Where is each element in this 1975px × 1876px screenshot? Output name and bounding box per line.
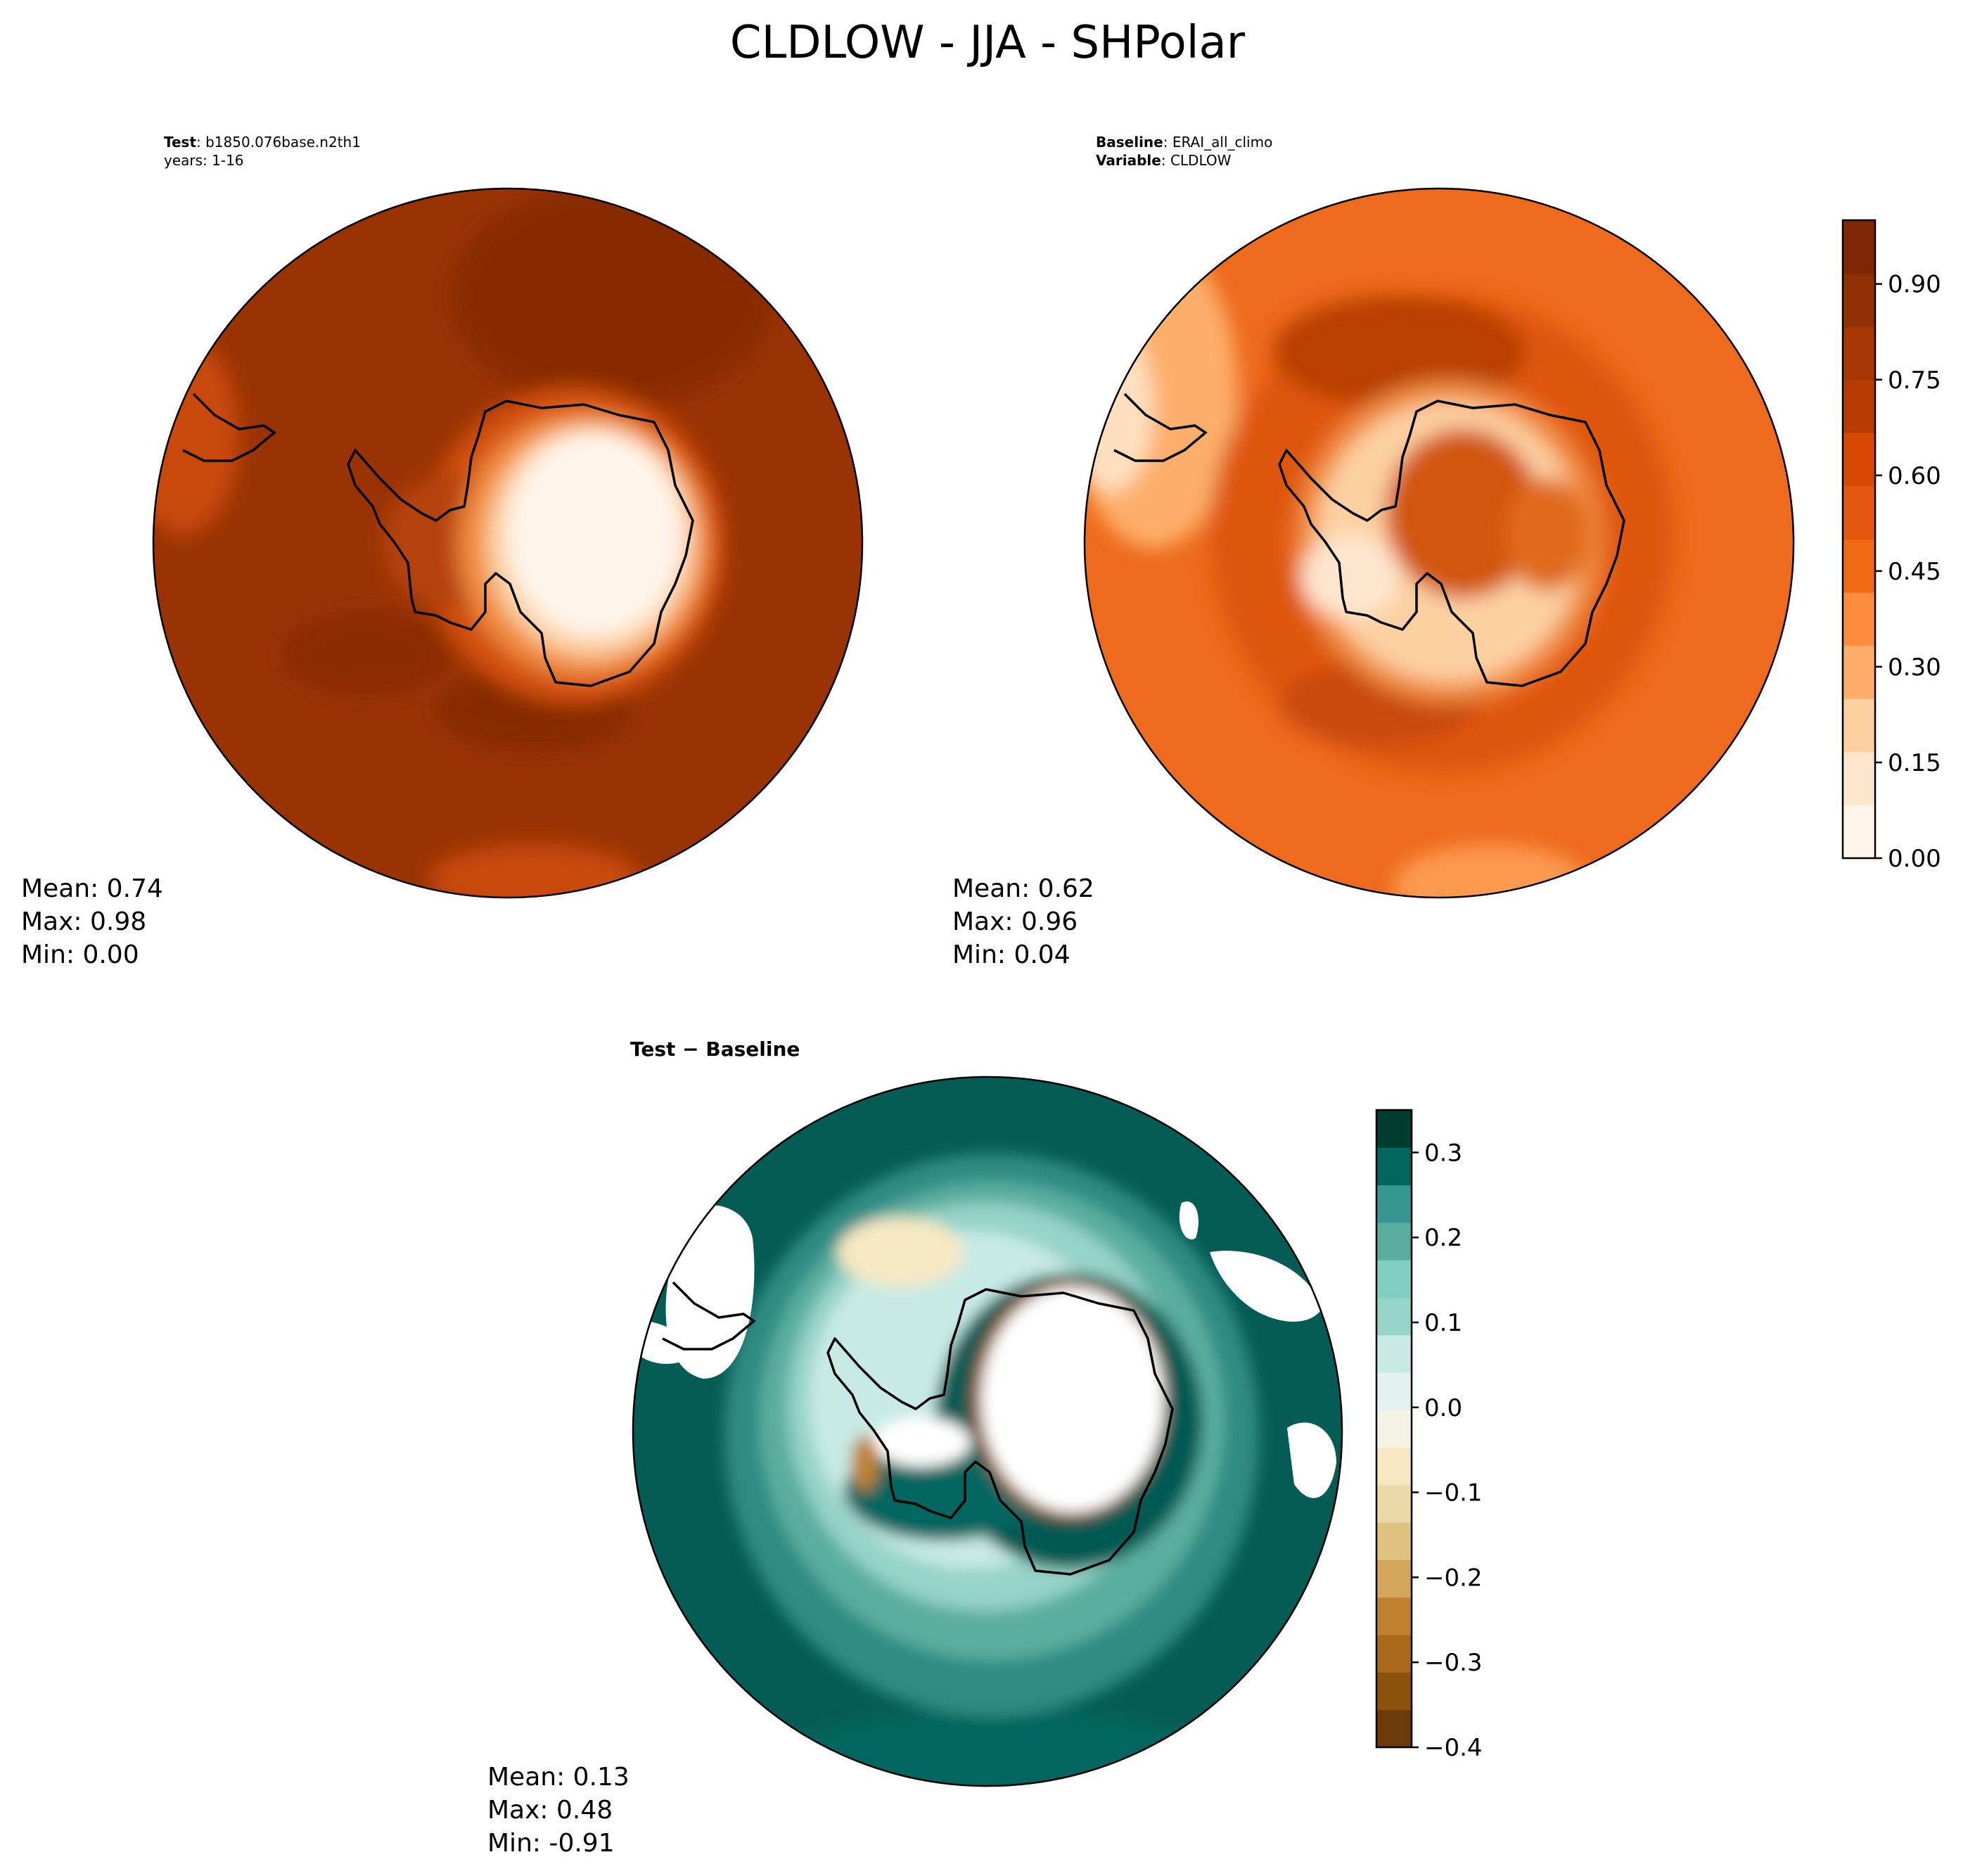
south-america-tip-diff <box>662 1281 756 1351</box>
test-min: Min: 0.00 <box>21 940 139 969</box>
diff-colorbar: 0.3 0.2 0.1 0.0 −0.1 −0.2 −0.3 −0.4 <box>1375 1109 1483 1762</box>
baseline-map-border <box>1083 187 1795 899</box>
test-mean: Mean: 0.74 <box>21 874 163 903</box>
diff-colorbar-tick-label: −0.1 <box>1424 1479 1483 1507</box>
diff-colorbar-segment <box>1376 1597 1412 1635</box>
test-map <box>153 189 862 898</box>
diff-colorbar-segment <box>1376 1110 1412 1148</box>
baseline-max: Max: 0.96 <box>952 907 1078 936</box>
diff-min: Min: -0.91 <box>487 1829 615 1858</box>
main-colorbar-segment <box>1843 433 1875 487</box>
diff-map <box>633 1077 1342 1786</box>
main-colorbar-tick-label: 0.30 <box>1888 653 1941 682</box>
diff-colorbar-tick-label: −0.4 <box>1424 1734 1483 1762</box>
baseline-mean: Mean: 0.62 <box>952 874 1094 903</box>
main-colorbar-tick-label: 0.15 <box>1888 749 1941 777</box>
baseline-min: Min: 0.04 <box>952 940 1070 969</box>
diff-map-border <box>632 1076 1343 1787</box>
main-colorbar-segment <box>1843 379 1875 433</box>
variable-label-bold: Variable <box>1096 152 1161 169</box>
main-colorbar-segment <box>1843 645 1875 699</box>
diff-mean: Mean: 0.13 <box>487 1763 629 1792</box>
nodata-region-3 <box>1210 1251 1322 1322</box>
diff-colorbar-segment <box>1376 1222 1412 1261</box>
main-colorbar-tick-label: 0.75 <box>1888 366 1941 395</box>
diff-colorbar-segment <box>1376 1559 1412 1598</box>
diff-max: Max: 0.48 <box>487 1796 613 1825</box>
nodata-region-4 <box>1287 1422 1336 1498</box>
diff-colorbar-tick-label: 0.2 <box>1424 1224 1462 1252</box>
south-america-tip-test <box>182 393 276 462</box>
diff-colorbar-segment <box>1376 1372 1412 1410</box>
main-colorbar-segment <box>1843 273 1875 327</box>
antarctica-coastline-test <box>347 400 694 687</box>
main-colorbar-border <box>1841 219 1877 860</box>
diff-colorbar-segment <box>1376 1709 1412 1748</box>
nodata-region-5 <box>1179 1201 1199 1239</box>
antarctica-coastline-baseline <box>1278 400 1625 687</box>
diff-colorbar-tick-label: −0.2 <box>1424 1564 1483 1592</box>
test-label-bold: Test <box>164 134 196 151</box>
diff-colorbar-tick-label: −0.3 <box>1424 1649 1483 1677</box>
diff-colorbar-tick-label: 0.1 <box>1424 1309 1462 1337</box>
baseline-map <box>1085 189 1794 898</box>
main-colorbar-segment <box>1843 751 1875 805</box>
diff-colorbar-segment <box>1376 1635 1412 1673</box>
baseline-label-bold: Baseline <box>1096 134 1163 151</box>
baseline-variable-label: Variable: CLDLOW <box>1096 152 1232 169</box>
diff-colorbar-segment <box>1376 1260 1412 1298</box>
diff-colorbar-segment <box>1376 1447 1412 1486</box>
variable-label-value: : CLDLOW <box>1161 152 1232 169</box>
test-panel-years: years: 1-16 <box>164 152 244 169</box>
test-panel-label: Test: b1850.076base.n2th1 <box>164 134 361 151</box>
main-colorbar-segment <box>1843 698 1875 753</box>
diff-colorbar-segment <box>1376 1672 1412 1711</box>
main-colorbar-tick-label: 0.90 <box>1888 271 1941 299</box>
south-america-tip-baseline <box>1113 393 1208 462</box>
diff-colorbar-border <box>1375 1109 1413 1749</box>
main-colorbar-tick-label: 0.00 <box>1888 845 1941 873</box>
main-colorbar-segment <box>1843 592 1875 646</box>
diff-colorbar-segment <box>1376 1410 1412 1448</box>
diff-colorbar-segment <box>1376 1297 1412 1336</box>
test-max: Max: 0.98 <box>21 907 146 936</box>
diff-colorbar-segment <box>1376 1522 1412 1561</box>
diff-colorbar-tick-label: 0.3 <box>1424 1139 1462 1167</box>
antarctica-coastline-diff <box>826 1288 1174 1576</box>
diff-colorbar-segment <box>1376 1185 1412 1223</box>
diff-colorbar-tick-label: 0.0 <box>1424 1394 1462 1422</box>
main-colorbar-segment <box>1843 539 1875 593</box>
test-map-border <box>152 187 864 899</box>
main-colorbar-tick-label: 0.45 <box>1888 558 1941 586</box>
test-label-value: : b1850.076base.n2th1 <box>196 134 361 151</box>
main-colorbar-tick-label: 0.60 <box>1888 462 1941 490</box>
diff-colorbar-segment <box>1376 1334 1412 1373</box>
nodata-region-1 <box>665 1205 755 1379</box>
diff-colorbar-segment <box>1376 1147 1412 1186</box>
figure-title: CLDLOW - JJA - SHPolar <box>730 17 1246 69</box>
baseline-panel-label: Baseline: ERAI_all_climo <box>1096 134 1272 151</box>
main-colorbar-segment <box>1843 326 1875 381</box>
main-colorbar-segment <box>1843 485 1875 540</box>
main-colorbar-segment <box>1843 805 1875 859</box>
main-colorbar-segment <box>1843 220 1875 274</box>
main-colorbar: 0.00 0.15 0.30 0.45 0.60 0.75 0.90 <box>1841 219 1941 873</box>
diff-colorbar-segment <box>1376 1484 1412 1523</box>
diff-panel-label: Test − Baseline <box>630 1038 800 1061</box>
baseline-label-value: : ERAI_all_climo <box>1163 134 1273 151</box>
